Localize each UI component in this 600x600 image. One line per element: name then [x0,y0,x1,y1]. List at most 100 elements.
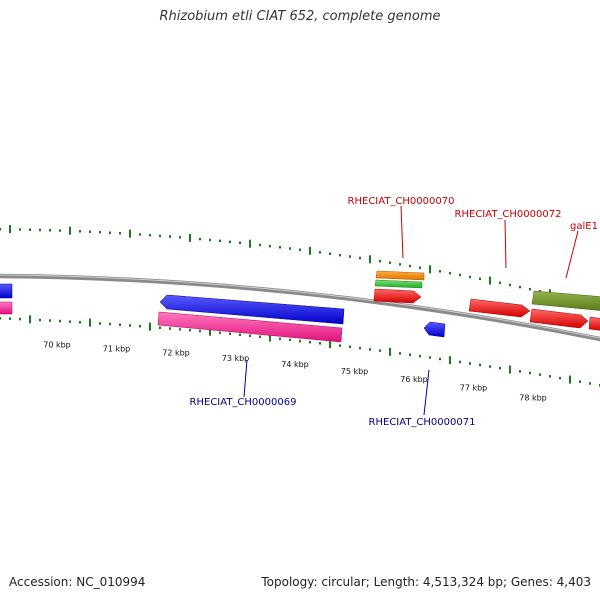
minor-tick [109,322,111,326]
minor-tick [349,345,351,349]
minor-tick [79,321,81,324]
gene-pink-left-edge[interactable] [0,301,13,315]
minor-tick [459,273,461,277]
cds-rheciat-ch0000071[interactable] [423,321,446,338]
minor-tick [219,239,221,243]
minor-tick [189,328,191,332]
reverse-strand-features [0,283,446,343]
scale-label: 74 kbp [281,360,309,369]
minor-tick [29,228,31,231]
cds-rheciat-ch0000072[interactable] [468,298,531,318]
cds-left-edge[interactable] [0,283,13,299]
minor-tick [419,266,421,269]
minor-tick [389,261,391,264]
inner-tick-track [0,315,600,387]
minor-tick [439,357,441,361]
minor-tick [59,319,61,323]
major-tick [209,327,211,336]
cds-next[interactable] [588,316,600,331]
minor-tick [129,324,131,327]
minor-tick [119,232,121,235]
minor-tick [399,263,401,266]
minor-tick [329,252,331,255]
major-tick [69,226,71,235]
major-tick [329,340,331,349]
major-tick [129,229,131,238]
minor-tick [469,362,471,365]
minor-tick [499,281,501,285]
minor-tick [179,328,181,331]
minor-tick [39,228,41,232]
genome-backbone [0,273,600,342]
minor-tick [149,233,151,237]
minor-tick [539,373,541,376]
accession-text: Accession: NC_010994 [9,575,146,589]
gene-green[interactable] [374,279,423,289]
minor-tick [289,247,291,250]
label-gale1[interactable]: galE1 [570,221,598,232]
major-tick [149,322,151,331]
scale-label: 72 kbp [162,349,190,358]
scale-label: 75 kbp [341,367,369,376]
minor-tick [359,346,361,350]
minor-tick [0,317,1,320]
minor-tick [39,318,41,322]
major-tick [389,347,391,356]
major-tick [449,356,451,365]
minor-tick [249,334,251,337]
minor-tick [139,233,141,236]
label-rheciat-ch0000069[interactable]: RHECIAT_CH0000069 [190,397,297,408]
major-tick [89,318,91,327]
minor-tick [299,248,301,251]
scale-labels: 70 kbp 71 kbp 72 kbp 73 kbp 74 kbp 75 kbp 76 k… [43,341,547,403]
minor-tick [449,271,451,275]
forward-strand-features [373,270,600,331]
minor-tick [169,327,171,330]
minor-tick [219,331,221,335]
scale-label: 70 kbp [43,341,71,350]
minor-tick [59,229,61,232]
callout-lines [243,205,579,416]
minor-tick [399,352,401,355]
major-tick [269,333,271,342]
minor-tick [489,365,491,368]
scale-label: 76 kbp [400,375,428,384]
minor-tick [49,319,51,322]
label-rheciat-ch0000072[interactable]: RHECIAT_CH0000072 [455,209,562,220]
minor-tick [229,332,231,335]
gene-gale1[interactable] [531,290,600,311]
minor-tick [409,353,411,356]
major-tick [569,375,571,384]
label-rheciat-ch0000070[interactable]: RHECIAT_CH0000070 [348,196,455,207]
gene-orange[interactable] [375,270,425,281]
gene-labels: RHECIAT_CH0000070 RHECIAT_CH0000072 galE… [190,196,598,428]
minor-tick [279,246,281,249]
minor-tick [439,270,441,273]
minor-tick [479,277,481,281]
cds-gale1[interactable] [529,308,589,329]
gene-rheciat-ch0000069[interactable] [157,311,343,343]
minor-tick [159,234,161,238]
minor-tick [119,323,121,326]
minor-tick [169,235,171,238]
minor-tick [109,231,111,234]
minor-tick [229,240,231,244]
map-title: Rhizobium etli CIAT 652, complete genome [159,9,441,24]
minor-tick [259,243,261,247]
cds-rheciat-ch0000070[interactable] [373,288,422,304]
minor-tick [239,241,241,245]
minor-tick [549,375,551,378]
minor-tick [99,322,101,325]
minor-tick [499,366,501,370]
cds-rheciat-ch0000069[interactable] [159,294,345,325]
minor-tick [359,256,361,260]
major-tick [29,315,31,324]
minor-tick [199,237,201,241]
minor-tick [369,348,371,351]
minor-tick [99,230,101,234]
major-tick [369,255,371,264]
label-rheciat-ch0000071[interactable]: RHECIAT_CH0000071 [369,417,476,428]
minor-tick [69,320,71,323]
minor-tick [309,340,311,344]
